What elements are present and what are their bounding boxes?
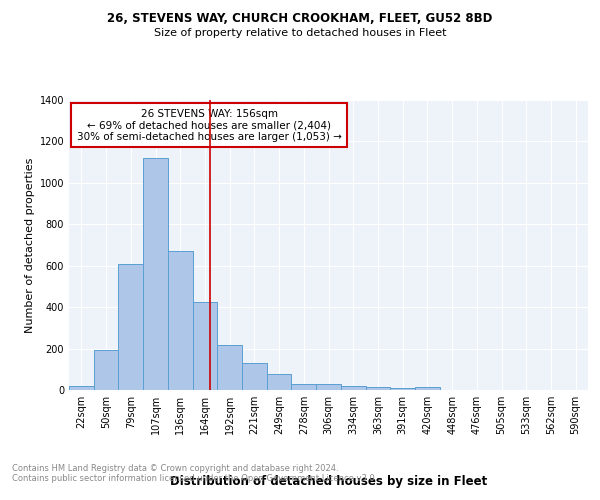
Text: Contains HM Land Registry data © Crown copyright and database right 2024.
Contai: Contains HM Land Registry data © Crown c… <box>12 464 377 483</box>
Bar <box>193 302 217 390</box>
Bar <box>267 374 292 390</box>
Bar <box>69 386 94 390</box>
Bar <box>94 350 118 390</box>
Bar <box>341 386 365 390</box>
Text: Size of property relative to detached houses in Fleet: Size of property relative to detached ho… <box>154 28 446 38</box>
Bar <box>316 384 341 390</box>
Bar <box>143 158 168 390</box>
Text: Distribution of detached houses by size in Fleet: Distribution of detached houses by size … <box>170 474 487 488</box>
Bar <box>168 251 193 390</box>
Bar <box>217 345 242 390</box>
Bar <box>415 387 440 390</box>
Bar <box>242 364 267 390</box>
Text: 26, STEVENS WAY, CHURCH CROOKHAM, FLEET, GU52 8BD: 26, STEVENS WAY, CHURCH CROOKHAM, FLEET,… <box>107 12 493 26</box>
Text: 26 STEVENS WAY: 156sqm
← 69% of detached houses are smaller (2,404)
30% of semi-: 26 STEVENS WAY: 156sqm ← 69% of detached… <box>77 108 341 142</box>
Bar <box>118 264 143 390</box>
Bar <box>390 388 415 390</box>
Bar <box>365 387 390 390</box>
Y-axis label: Number of detached properties: Number of detached properties <box>25 158 35 332</box>
Bar <box>292 384 316 390</box>
